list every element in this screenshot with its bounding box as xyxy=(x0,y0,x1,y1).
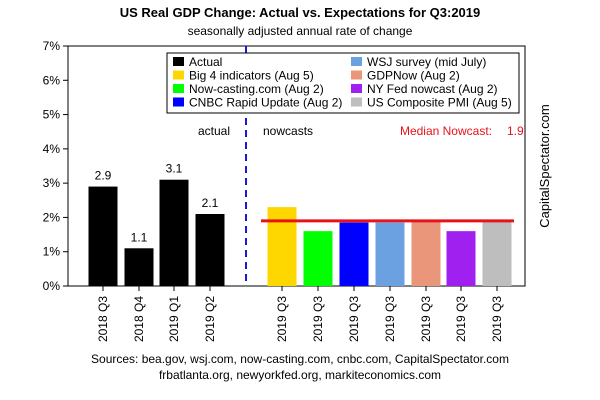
x-tick-label: 2019 Q2 xyxy=(203,296,217,342)
x-tick-label: 2019 Q3 xyxy=(311,296,325,342)
legend-label: Now-casting.com (Aug 2) xyxy=(189,82,324,96)
y-tick-label: 7% xyxy=(43,39,61,53)
legend-swatch xyxy=(173,57,184,66)
median-label: Median Nowcast: xyxy=(400,124,492,138)
median-value: 1.9 xyxy=(507,124,524,138)
nowcast-bar xyxy=(375,222,405,286)
legend-box xyxy=(166,52,520,114)
sources-line-1: Sources: bea.gov, wsj.com, now-casting.c… xyxy=(91,352,509,366)
chart-title: US Real GDP Change: Actual vs. Expectati… xyxy=(119,5,481,20)
nowcast-bar xyxy=(303,231,333,286)
x-tick-label: 2019 Q3 xyxy=(454,296,468,342)
legend-label: NY Fed nowcast (Aug 2) xyxy=(367,82,498,96)
y-tick-label: 0% xyxy=(43,279,61,293)
actual-bar xyxy=(159,179,189,286)
watermark: CapitalSpectator.com xyxy=(537,104,552,228)
legend-label: Big 4 indicators (Aug 5) xyxy=(189,69,314,83)
chart-subtitle: seasonally adjusted annual rate of chang… xyxy=(187,24,413,38)
x-tick-label: 2019 Q3 xyxy=(347,296,361,342)
y-tick-label: 5% xyxy=(43,108,61,122)
y-tick-label: 4% xyxy=(43,142,61,156)
actual-bar xyxy=(124,248,154,286)
sources-line-2: frbatlanta.org, newyorkfed.org, markitec… xyxy=(158,368,442,382)
legend-swatch xyxy=(351,84,362,93)
x-tick-label: 2019 Q3 xyxy=(419,296,433,342)
y-tick-label: 1% xyxy=(43,245,61,259)
actual-bar-label: 2.1 xyxy=(202,196,219,210)
legend-label: Actual xyxy=(189,55,222,69)
x-tick-label: 2018 Q4 xyxy=(132,296,146,342)
x-tick-label: 2019 Q1 xyxy=(167,296,181,342)
x-tick-label: 2019 Q3 xyxy=(490,296,504,342)
y-tick-label: 6% xyxy=(43,73,61,87)
x-tick-label: 2018 Q3 xyxy=(96,296,110,342)
legend-label: US Composite PMI (Aug 5) xyxy=(367,96,512,110)
section-label-nowcasts: nowcasts xyxy=(263,124,313,138)
legend-label: GDPNow (Aug 2) xyxy=(367,69,460,83)
actual-bar xyxy=(195,214,225,286)
nowcast-bar xyxy=(446,231,476,286)
actual-bar-label: 3.1 xyxy=(166,162,183,176)
actual-bar-label: 2.9 xyxy=(95,169,112,183)
actual-bar-label: 1.1 xyxy=(131,230,148,244)
nowcast-bar xyxy=(267,207,297,286)
legend-swatch xyxy=(351,70,362,80)
legend-swatch xyxy=(351,97,362,107)
y-tick-label: 3% xyxy=(43,176,61,190)
legend-swatch xyxy=(173,84,184,93)
legend-swatch xyxy=(173,97,184,107)
legend-label: CNBC Rapid Update (Aug 2) xyxy=(189,96,342,110)
actual-bar xyxy=(88,186,118,286)
nowcast-bar xyxy=(339,222,369,286)
legend-swatch xyxy=(173,70,184,80)
nowcast-bar xyxy=(411,220,441,286)
legend-label: WSJ survey (mid July) xyxy=(367,55,486,69)
legend-swatch xyxy=(351,57,362,66)
x-tick-label: 2019 Q3 xyxy=(275,296,289,342)
x-tick-label: 2019 Q3 xyxy=(383,296,397,342)
section-label-actual: actual xyxy=(198,124,230,138)
y-tick-label: 2% xyxy=(43,210,61,224)
nowcast-bar xyxy=(482,220,512,286)
